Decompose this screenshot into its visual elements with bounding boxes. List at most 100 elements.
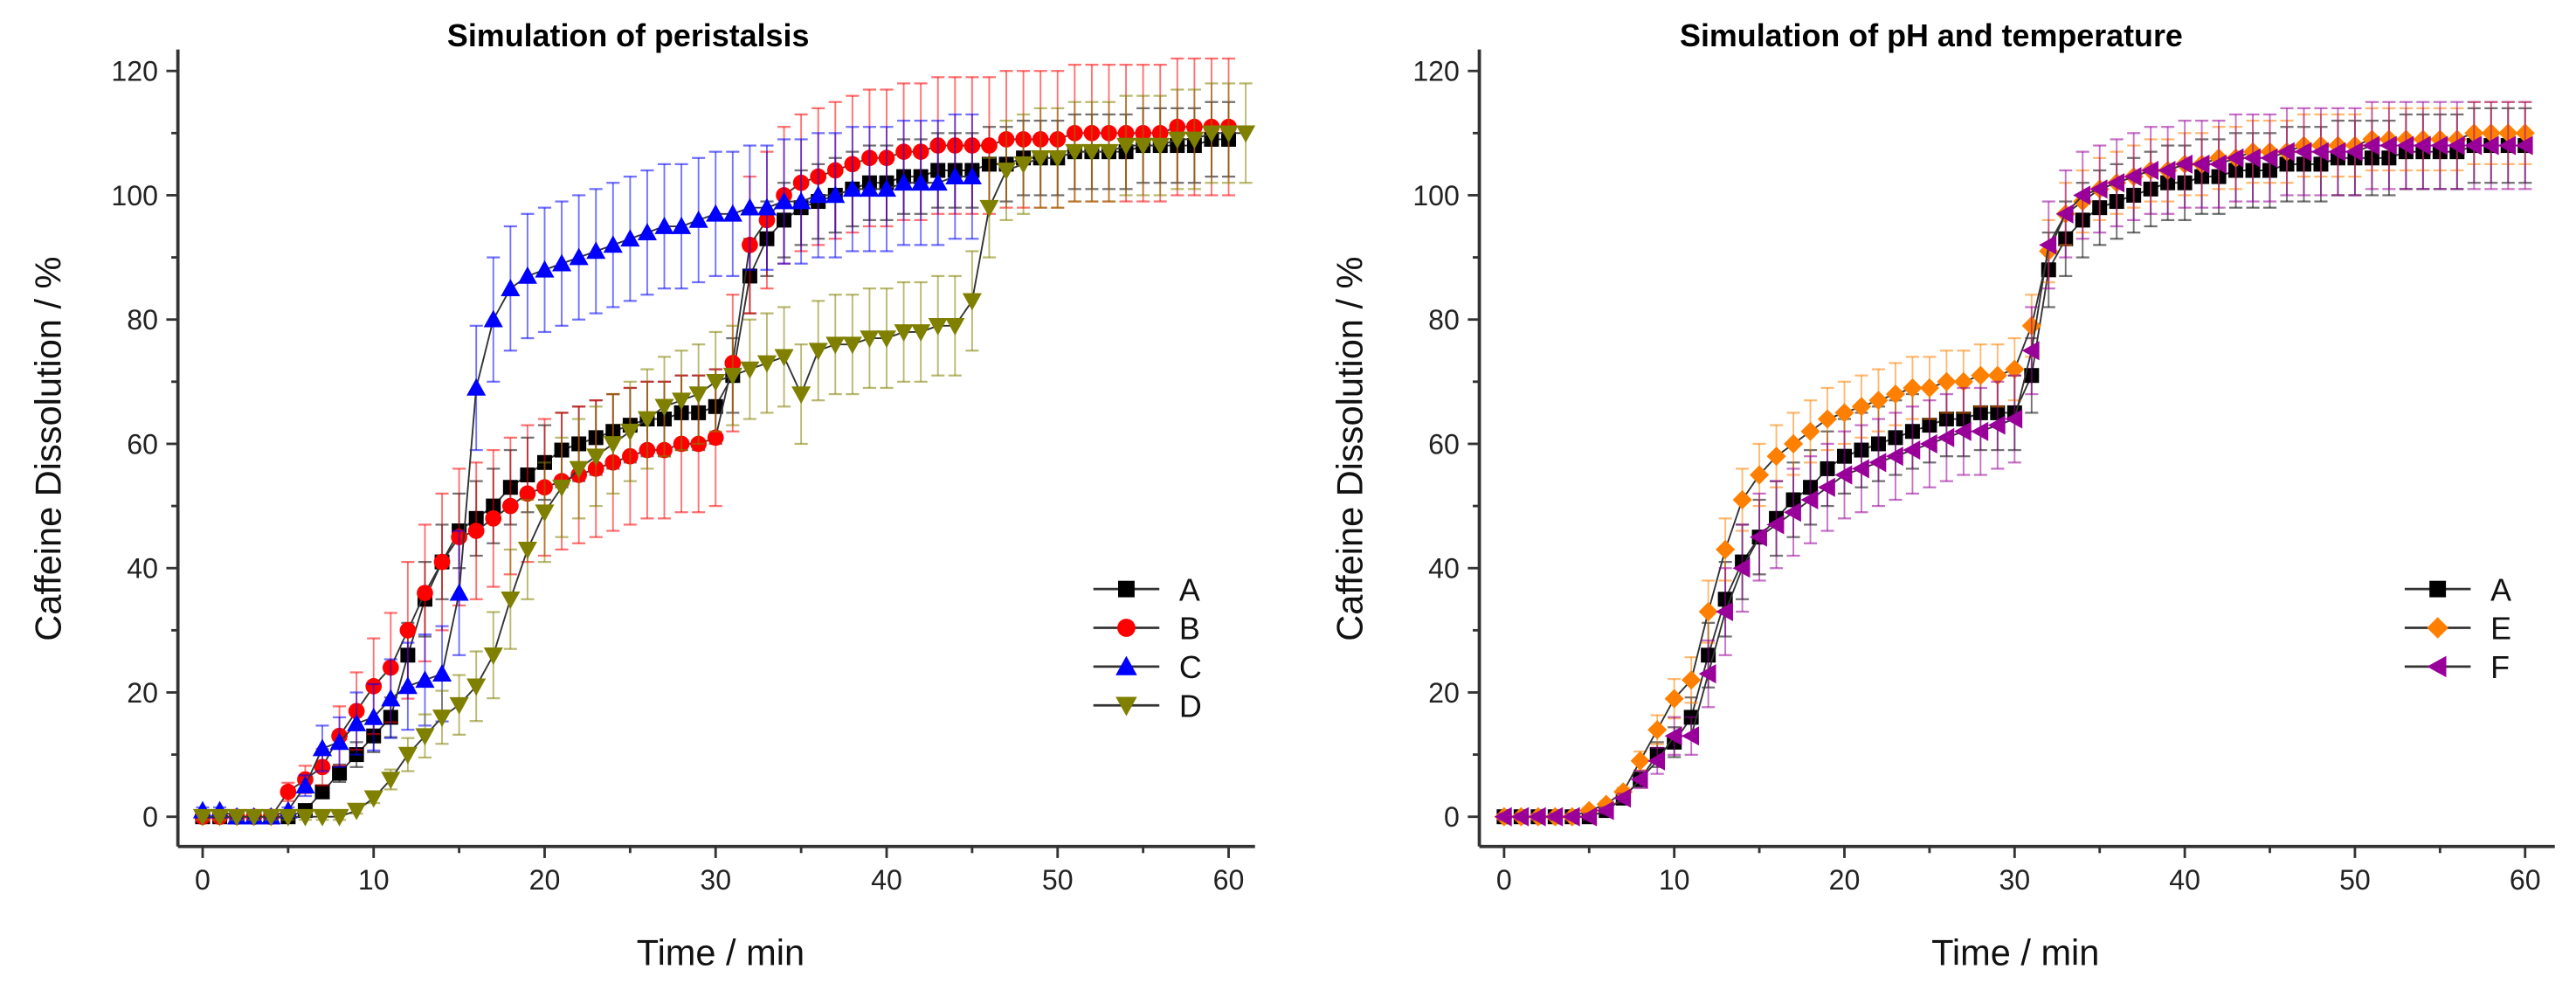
data-point	[1732, 489, 1752, 510]
y-tick-label: 0	[142, 801, 158, 833]
data-point	[485, 509, 502, 527]
data-point	[1647, 720, 1668, 740]
data-point	[432, 664, 452, 682]
data-point	[347, 802, 367, 820]
data-point	[1236, 125, 1256, 143]
legend-marker	[1117, 619, 1136, 637]
data-point	[1953, 371, 1973, 391]
series-line	[1503, 132, 2525, 818]
data-point	[1167, 131, 1187, 149]
data-point	[517, 542, 537, 559]
data-point	[722, 204, 742, 222]
data-point	[911, 324, 931, 342]
y-tick-label: 80	[1428, 304, 1460, 336]
data-point	[1579, 807, 1598, 827]
data-point	[603, 235, 623, 253]
data-point	[962, 293, 982, 311]
data-point	[1987, 415, 2006, 435]
chart-title: Simulation of pH and temperature	[1680, 18, 2183, 53]
data-point	[1766, 447, 1786, 467]
data-point	[945, 167, 965, 184]
data-point	[2089, 179, 2108, 199]
data-point	[1682, 726, 1700, 746]
legend-label: F	[2490, 650, 2510, 685]
data-point	[1903, 440, 1921, 460]
data-point	[314, 784, 330, 800]
chart-peristalsis: Simulation of peristalsis Caffeine Disso…	[28, 18, 1256, 973]
data-point	[756, 197, 777, 216]
legend-item-A: A	[1093, 572, 1200, 607]
data-point	[399, 621, 417, 639]
data-point	[1698, 601, 1718, 622]
data-point	[1031, 149, 1051, 168]
data-point	[1133, 137, 1153, 156]
data-point	[363, 707, 383, 725]
data-point	[756, 355, 777, 373]
x-tick-label: 40	[871, 864, 902, 896]
data-point	[1150, 137, 1171, 156]
data-point	[620, 423, 640, 441]
data-point	[688, 210, 708, 228]
x-tick-label: 50	[2339, 864, 2371, 896]
legend-item-F: F	[2404, 650, 2510, 685]
y-tick-label: 40	[1428, 553, 1460, 585]
legend-label: B	[1179, 612, 1200, 647]
data-point	[979, 199, 999, 218]
data-point	[2430, 135, 2448, 156]
data-point	[483, 309, 503, 328]
data-point	[552, 479, 572, 497]
data-point	[1885, 384, 1905, 405]
data-point	[2413, 135, 2431, 156]
y-tick-label: 120	[111, 56, 158, 87]
data-point	[552, 253, 572, 272]
data-point	[1562, 807, 1580, 827]
data-point	[329, 808, 349, 827]
data-point	[688, 386, 708, 405]
x-axis-title: Time / min	[637, 932, 805, 973]
data-point	[2379, 135, 2397, 156]
x-tick-label: 60	[2510, 864, 2541, 896]
data-point	[654, 216, 674, 234]
data-point	[1903, 377, 1923, 398]
data-point	[1817, 477, 1835, 497]
data-point	[1528, 807, 1546, 827]
x-axis-title: Time / min	[1931, 932, 2099, 973]
data-point	[1817, 409, 1838, 429]
x-tick-label: 30	[1999, 864, 2030, 896]
data-point	[1800, 489, 1819, 510]
data-point	[2481, 135, 2499, 156]
data-point	[1596, 800, 1614, 820]
data-point	[2124, 167, 2142, 187]
data-point	[706, 373, 726, 391]
data-point	[1664, 726, 1682, 746]
data-point	[1750, 527, 1767, 547]
data-point	[1851, 459, 1869, 479]
data-point	[1919, 377, 1939, 398]
data-point	[569, 247, 589, 266]
data-point	[996, 163, 1017, 181]
x-tick-label: 10	[358, 864, 390, 896]
data-point	[2073, 185, 2091, 205]
data-point	[449, 696, 469, 715]
y-tick-label: 0	[1444, 801, 1460, 833]
y-tick-label: 100	[111, 180, 158, 211]
data-point	[501, 591, 521, 609]
data-point	[654, 398, 674, 417]
data-point	[637, 411, 657, 429]
x-tick-label: 60	[1213, 864, 1245, 896]
data-point	[842, 336, 862, 355]
data-point	[894, 324, 914, 342]
legend-item-D: D	[1093, 689, 1202, 723]
y-axis-title: Caffeine Dissolution / %	[28, 257, 69, 641]
data-point	[329, 732, 349, 751]
data-point	[1834, 403, 1854, 423]
data-point	[397, 746, 418, 765]
data-point	[501, 497, 519, 515]
data-point	[2498, 135, 2517, 156]
data-point	[1630, 751, 1650, 771]
data-point	[1971, 365, 1991, 385]
data-point	[312, 738, 333, 757]
data-point	[586, 448, 606, 467]
data-point	[1682, 670, 1702, 690]
legend-marker	[2429, 580, 2447, 598]
